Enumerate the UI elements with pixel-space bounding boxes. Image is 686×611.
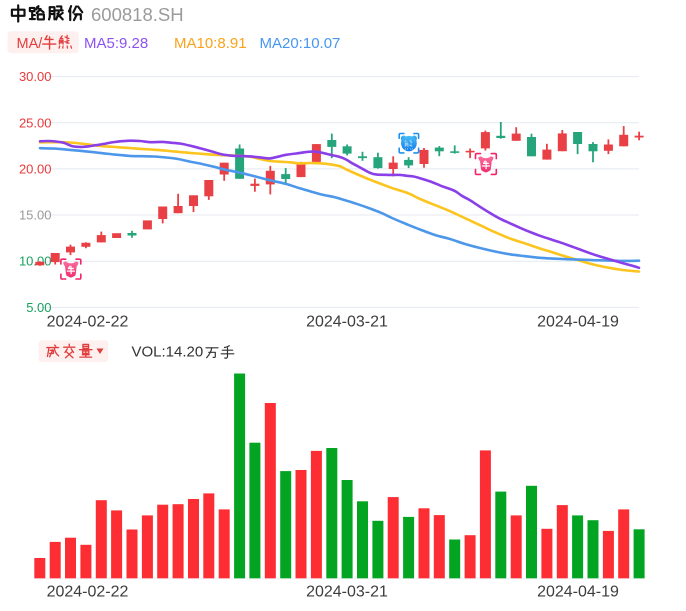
svg-text:2024-03-21: 2024-03-21 [306, 314, 388, 331]
svg-text:20.00: 20.00 [19, 161, 52, 176]
svg-text:25.00: 25.00 [19, 115, 52, 130]
svg-text:VOL:14.20: VOL:14.20 [132, 344, 204, 361]
svg-text:10.00: 10.00 [19, 254, 52, 269]
svg-text:MA/: MA/ [17, 36, 44, 52]
svg-text:600818.SH: 600818.SH [91, 4, 184, 25]
svg-text:MA5:9.28: MA5:9.28 [84, 35, 148, 52]
svg-text:2024-03-21: 2024-03-21 [306, 584, 388, 601]
svg-text:2024-04-19: 2024-04-19 [537, 584, 619, 601]
svg-text:2024-02-22: 2024-02-22 [47, 584, 129, 601]
svg-text:MA10:8.91: MA10:8.91 [174, 35, 247, 52]
svg-text:2024-02-22: 2024-02-22 [47, 314, 129, 331]
svg-text:5.00: 5.00 [26, 300, 51, 315]
svg-text:30.00: 30.00 [19, 69, 52, 84]
svg-text:MA20:10.07: MA20:10.07 [260, 35, 341, 52]
svg-text:15.00: 15.00 [19, 208, 52, 223]
svg-text:2024-04-19: 2024-04-19 [537, 314, 619, 331]
